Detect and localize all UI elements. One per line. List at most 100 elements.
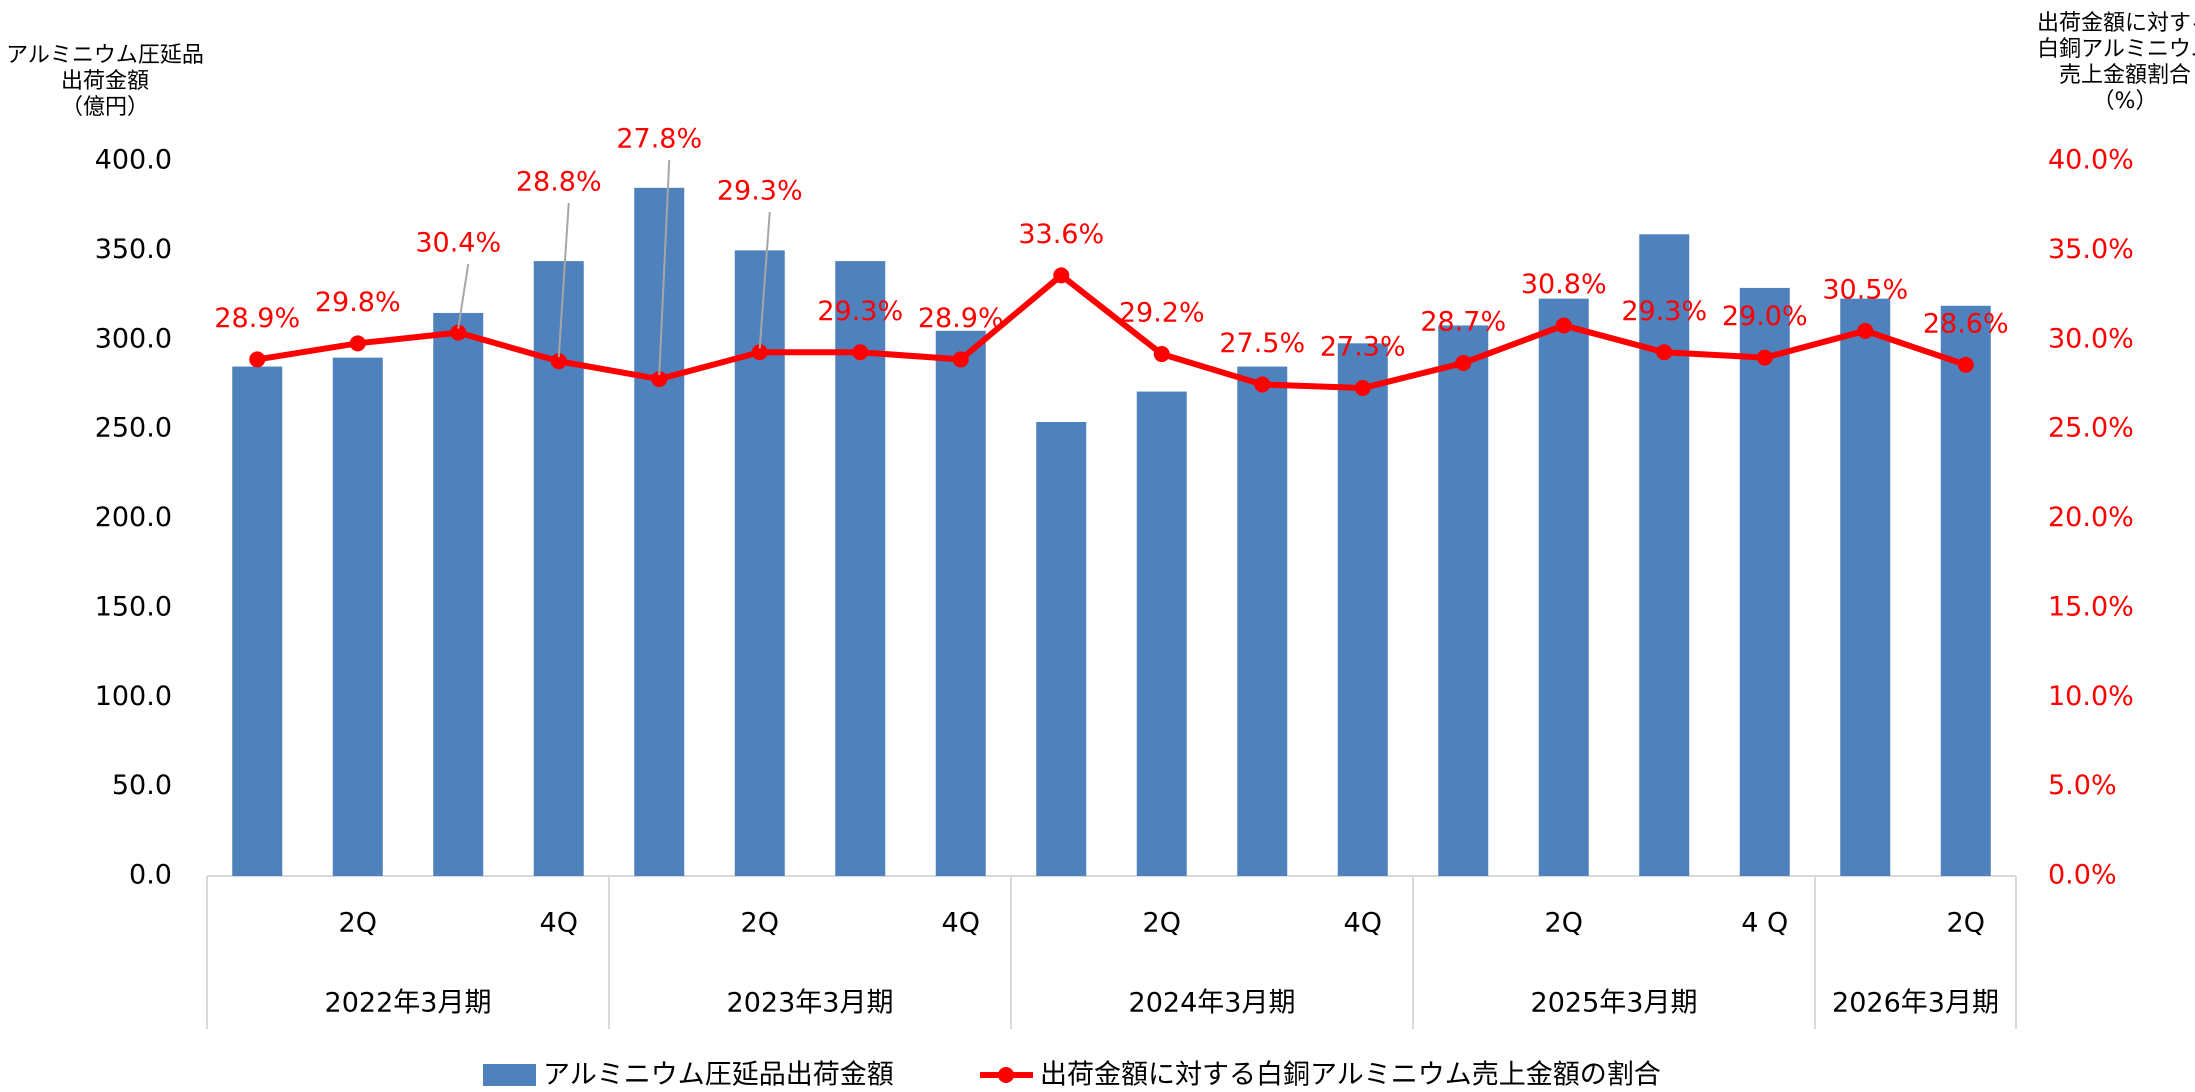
y-tick-label: 350.0	[95, 234, 172, 265]
line-point	[1455, 354, 1472, 371]
line-point	[249, 351, 266, 368]
y-tick-label: 250.0	[95, 413, 172, 444]
group-label: 2024年3月期	[1129, 988, 1296, 1019]
data-label: 29.0%	[1722, 301, 1808, 332]
y-tick-label: 50.0	[112, 770, 172, 801]
x-tick-label: 2Q	[741, 908, 779, 939]
data-label: 28.7%	[1420, 306, 1506, 337]
y2-tick-label: 35.0%	[2048, 234, 2134, 265]
legend-swatch	[998, 1067, 1014, 1083]
line-point	[1153, 346, 1170, 363]
y-tick-label: 100.0	[95, 681, 172, 712]
y2-tick-label: 0.0%	[2048, 860, 2117, 891]
x-tick-label: 4Q	[540, 908, 578, 939]
y2-axis-title: 白銅アルミニウム	[2037, 37, 2195, 62]
data-label: 27.5%	[1219, 328, 1305, 359]
line-point	[1555, 317, 1572, 334]
x-tick-label: 2Q	[339, 908, 377, 939]
x-tick-label: 2Q	[1947, 908, 1985, 939]
group-label: 2026年3月期	[1832, 988, 1999, 1019]
y2-tick-label: 10.0%	[2048, 681, 2134, 712]
data-label: 30.8%	[1521, 269, 1607, 300]
line-point	[550, 353, 567, 370]
line-point	[1053, 267, 1070, 284]
y2-tick-label: 20.0%	[2048, 502, 2134, 533]
bar	[634, 187, 685, 876]
y2-tick-label: 25.0%	[2048, 413, 2134, 444]
x-tick-label: 4 Q	[1741, 908, 1788, 939]
group-label: 2025年3月期	[1531, 988, 1698, 1019]
group-label: 2022年3月期	[325, 988, 492, 1019]
y2-tick-label: 40.0%	[2048, 145, 2134, 176]
y-tick-label: 0.0	[129, 860, 172, 891]
line	[256, 271, 1967, 392]
data-label: 33.6%	[1018, 219, 1104, 250]
y-axis-title: 出荷金額	[61, 69, 149, 94]
bar	[1840, 298, 1891, 876]
data-label: 29.3%	[817, 296, 903, 327]
y-tick-label: 300.0	[95, 323, 172, 354]
leader-line	[457, 263, 470, 329]
line-point	[450, 324, 467, 341]
data-label: 29.2%	[1119, 298, 1205, 329]
leader-line	[758, 211, 771, 349]
line-point	[1957, 356, 1974, 373]
line-point	[1656, 344, 1673, 361]
bar	[1136, 391, 1187, 876]
bar	[1438, 325, 1489, 876]
y-tick-label: 400.0	[95, 145, 172, 176]
data-label: 30.4%	[415, 228, 501, 259]
bar	[232, 366, 283, 876]
bar	[332, 357, 383, 876]
line-point	[349, 335, 366, 352]
y2-tick-label: 30.0%	[2048, 323, 2134, 354]
leader-line	[557, 202, 570, 358]
line-point	[952, 351, 969, 368]
y-tick-label: 150.0	[95, 591, 172, 622]
legend-swatch	[483, 1064, 536, 1086]
line-point	[651, 371, 668, 388]
bar	[1739, 287, 1790, 877]
group-label: 2023年3月期	[727, 988, 894, 1019]
y2-axis-title: （%）	[2093, 89, 2158, 114]
data-label: 28.9%	[918, 303, 1004, 334]
bar	[1036, 421, 1087, 876]
data-label: 29.3%	[1621, 296, 1707, 327]
bar	[1639, 234, 1690, 877]
line-point	[751, 344, 768, 361]
legend-label: アルミニウム圧延品出荷金額	[543, 1060, 894, 1091]
y-axis-title: アルミニウム圧延品	[6, 43, 204, 68]
data-label: 28.8%	[516, 167, 602, 198]
bar	[1237, 366, 1288, 876]
x-tick-label: 2Q	[1545, 908, 1583, 939]
data-label: 28.6%	[1923, 308, 2009, 339]
data-label: 27.3%	[1320, 332, 1406, 363]
data-label: 29.8%	[315, 287, 401, 318]
x-tick-label: 4Q	[1344, 908, 1382, 939]
y2-axis-title: 出荷金額に対する	[2037, 11, 2195, 36]
y-tick-label: 200.0	[95, 502, 172, 533]
data-label: 27.8%	[616, 124, 702, 155]
line-point	[852, 344, 869, 361]
bar	[433, 312, 484, 876]
legend-label: 出荷金額に対する白銅アルミニウム売上金額の割合	[1040, 1060, 1661, 1091]
bar	[835, 261, 886, 877]
bar	[1337, 343, 1388, 876]
y-axis-title: （億円）	[61, 95, 149, 120]
x-tick-label: 2Q	[1143, 908, 1181, 939]
leader-line	[658, 159, 671, 376]
line-point	[1354, 380, 1371, 397]
line-point	[1857, 322, 1874, 339]
data-label: 28.9%	[214, 303, 300, 334]
line-point	[1756, 349, 1773, 366]
data-label: 29.3%	[717, 176, 803, 207]
y2-axis-title: 売上金額割合	[2059, 63, 2191, 88]
y2-tick-label: 5.0%	[2048, 770, 2117, 801]
x-tick-label: 4Q	[942, 908, 980, 939]
bar	[1538, 298, 1589, 876]
bar	[935, 330, 986, 876]
line-point	[1254, 376, 1271, 393]
data-label: 30.5%	[1822, 274, 1908, 305]
bar	[1940, 305, 1991, 877]
